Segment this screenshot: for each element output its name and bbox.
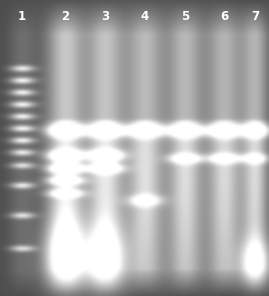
Text: 6: 6: [220, 10, 228, 23]
Text: 1: 1: [18, 10, 26, 23]
Text: 4: 4: [141, 10, 149, 23]
Text: 3: 3: [101, 10, 109, 23]
Text: 2: 2: [61, 10, 69, 23]
Text: 7: 7: [251, 10, 259, 23]
Text: 5: 5: [181, 10, 189, 23]
